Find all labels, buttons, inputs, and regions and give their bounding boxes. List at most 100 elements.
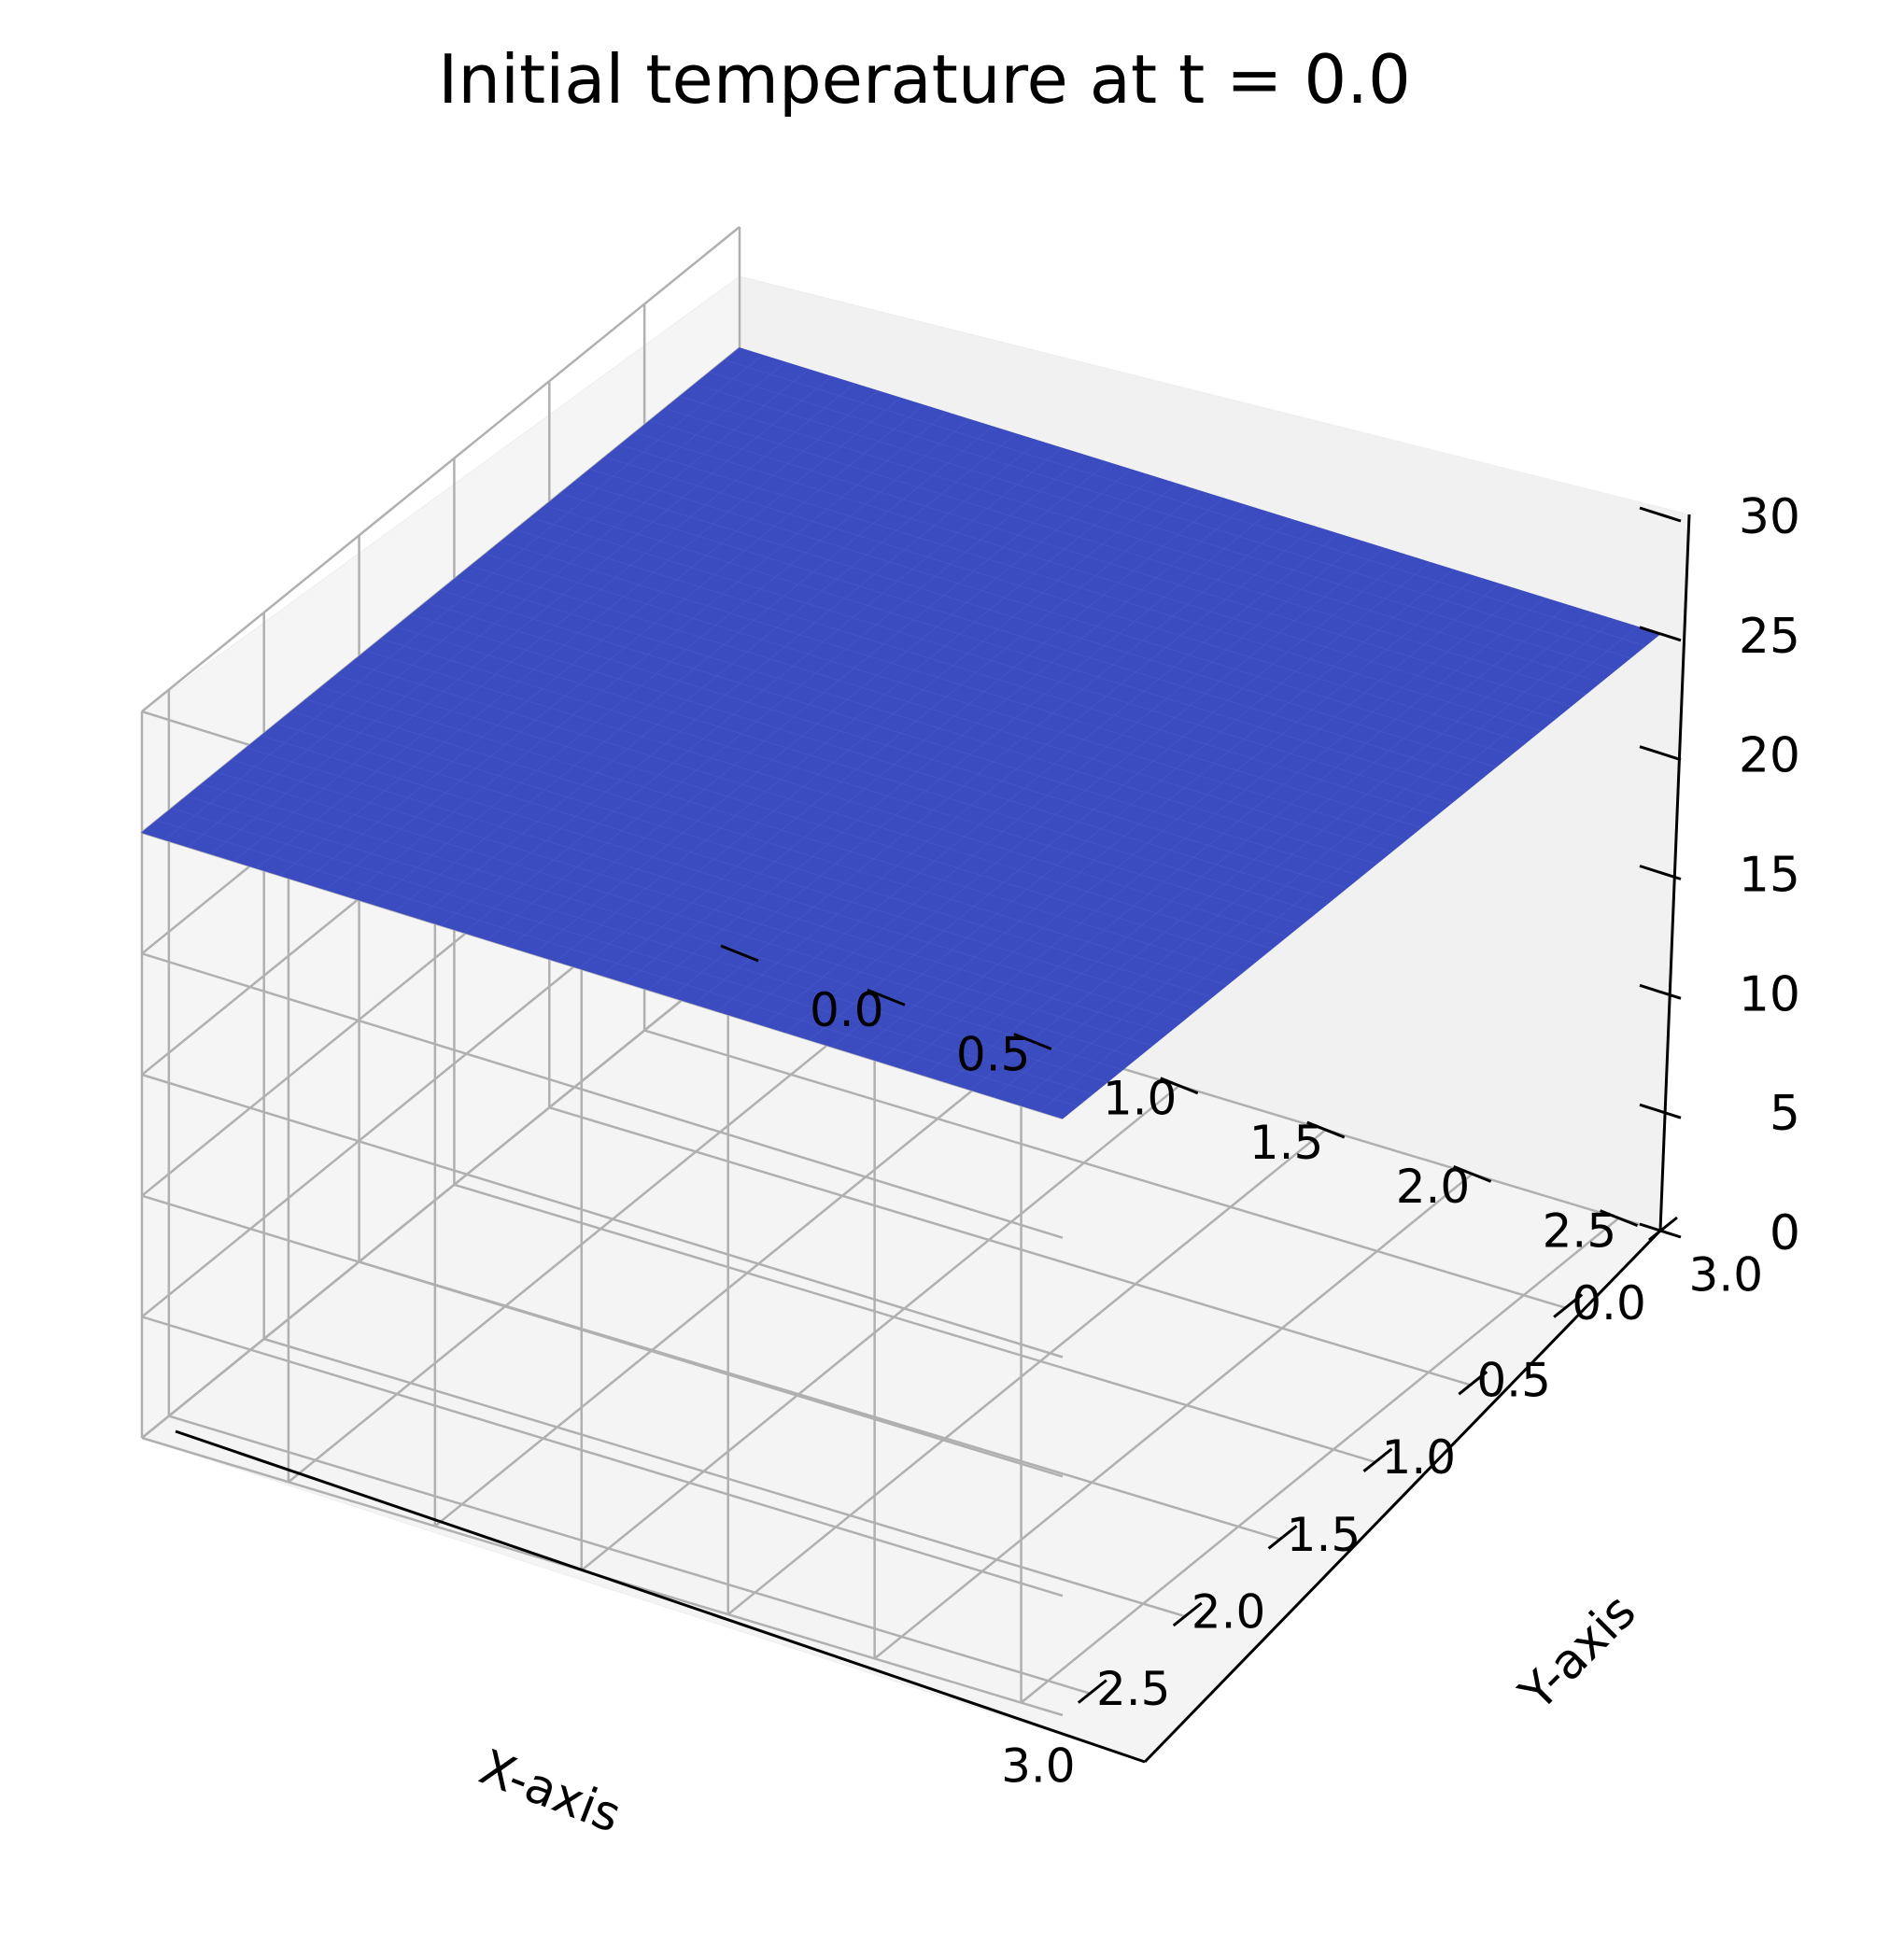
surface-mesh-line — [1016, 619, 1615, 1105]
surface-mesh-line — [275, 723, 1198, 1010]
gridline-y-floor — [288, 996, 887, 1484]
x-tick — [1172, 1601, 1203, 1627]
gridline-y-floor — [726, 1129, 1327, 1616]
x-tick-label: 1.5 — [1287, 1508, 1361, 1562]
surface-mesh-line — [740, 533, 1339, 1019]
surface-mesh-line — [201, 783, 1123, 1071]
surface-mesh-line — [320, 686, 1243, 974]
x-tick — [1362, 1447, 1393, 1472]
x-tick-label: 1.0 — [1382, 1430, 1457, 1485]
surface-mesh-line — [694, 519, 1292, 1005]
surface-mesh-line — [1039, 626, 1638, 1112]
surface-mesh-line — [901, 583, 1500, 1069]
x-tick-label: 2.5 — [1096, 1662, 1171, 1716]
gridline-z-left — [141, 952, 1064, 1239]
surface-mesh-line — [670, 512, 1270, 998]
y-axis-line — [1143, 1229, 1662, 1764]
surface-mesh-line — [335, 674, 1258, 962]
y-axis-label: Y-axis — [1509, 1584, 1647, 1722]
x-tick — [1648, 1216, 1678, 1242]
gridline-y-floor — [580, 1084, 1180, 1571]
surface-mesh-line — [305, 698, 1228, 986]
surface-mesh-line — [290, 711, 1213, 998]
y-tick — [867, 988, 906, 1007]
y-tick — [1306, 1120, 1346, 1139]
x-tick — [1458, 1371, 1488, 1396]
z-tick — [1639, 745, 1682, 762]
x-tick-label: 3.0 — [1001, 1739, 1076, 1794]
surface-mesh-line — [763, 541, 1361, 1026]
surface-mesh-line — [832, 561, 1431, 1048]
gridline-y-floor — [1020, 1217, 1620, 1704]
surface-mesh-line — [425, 601, 1347, 889]
gridline-x-floor — [168, 1415, 1091, 1695]
y-tick — [1600, 1209, 1639, 1228]
y-tick — [1013, 1033, 1052, 1050]
gridline-x-floor — [454, 1183, 1375, 1464]
temperature-surface — [140, 347, 1662, 1119]
surface-mesh-line — [648, 504, 1247, 991]
x-tick — [1553, 1293, 1584, 1318]
surface-mesh-line — [246, 747, 1168, 1035]
x-axis-label: X-axis — [472, 1739, 628, 1844]
z-tick-label: 20 — [1739, 728, 1800, 784]
z-axis-line — [1658, 514, 1691, 1232]
axes: 0.00.51.01.52.02.53.00.00.51.01.52.02.53… — [175, 489, 1800, 1794]
chart-title: Initial temperature at t = 0.0 — [438, 40, 1411, 119]
surface-mesh-line — [947, 598, 1546, 1083]
gridline-z-left — [141, 1194, 1064, 1478]
surface-mesh-line — [993, 612, 1592, 1098]
z-tick-label: 0 — [1770, 1205, 1800, 1261]
surface-mesh-line — [350, 662, 1273, 950]
z-tick-label: 15 — [1739, 848, 1800, 904]
x-tick — [1077, 1679, 1107, 1704]
gridline-x-floor — [548, 1106, 1471, 1387]
surface-mesh-line — [785, 547, 1385, 1034]
y-tick — [720, 944, 759, 963]
surface-mesh-line — [365, 650, 1288, 937]
gridline-y-floor — [434, 1040, 1034, 1528]
surface-mesh-line — [186, 795, 1108, 1083]
surface-mesh-line — [380, 638, 1303, 925]
surface-mesh-line — [171, 808, 1093, 1095]
gridline-z-back — [141, 952, 740, 1439]
surface-mesh-line — [970, 604, 1569, 1091]
z-tick-label: 25 — [1739, 609, 1800, 665]
surface-mesh-line — [924, 590, 1523, 1077]
surface-mesh-line — [625, 498, 1223, 983]
x-tick — [1267, 1525, 1298, 1550]
z-tick — [1639, 983, 1682, 1000]
gridline-z-back — [141, 226, 740, 712]
surface-mesh-line — [156, 820, 1079, 1107]
surface-mesh-line — [716, 526, 1316, 1012]
x-tick-label: 0.0 — [1572, 1276, 1646, 1330]
surface-mesh-line — [410, 613, 1333, 901]
z-tick — [1639, 865, 1682, 880]
surface-mesh-line — [878, 576, 1477, 1062]
x-tick-label: 2.0 — [1192, 1584, 1266, 1639]
z-tick — [1639, 1222, 1682, 1239]
gridline-x-floor — [263, 1337, 1186, 1618]
z-tick-label: 10 — [1739, 966, 1800, 1022]
x-axis-line — [175, 1429, 1146, 1764]
y-tick-label: 3.0 — [1689, 1248, 1764, 1302]
gridline-z-left — [141, 1316, 1064, 1598]
y-tick — [1453, 1164, 1492, 1183]
surface-mesh-line — [854, 569, 1454, 1055]
gridline-z-left — [141, 1073, 1064, 1359]
surface-mesh-line — [395, 626, 1318, 913]
surface-mesh-line — [231, 759, 1153, 1047]
surface-mesh-line — [216, 771, 1138, 1059]
z-tick — [1639, 506, 1682, 523]
z-tick-label: 30 — [1739, 489, 1800, 545]
z-tick — [1639, 1103, 1682, 1119]
surface-mesh-line — [261, 735, 1183, 1022]
gridline-y-floor — [873, 1173, 1474, 1660]
y-tick — [1160, 1077, 1199, 1095]
x-tick-label: 0.5 — [1476, 1354, 1551, 1408]
z-tick — [1639, 626, 1682, 642]
surface-mesh-line — [601, 490, 1201, 977]
z-tick-label: 5 — [1770, 1086, 1800, 1142]
gridline-x-floor — [643, 1029, 1566, 1309]
